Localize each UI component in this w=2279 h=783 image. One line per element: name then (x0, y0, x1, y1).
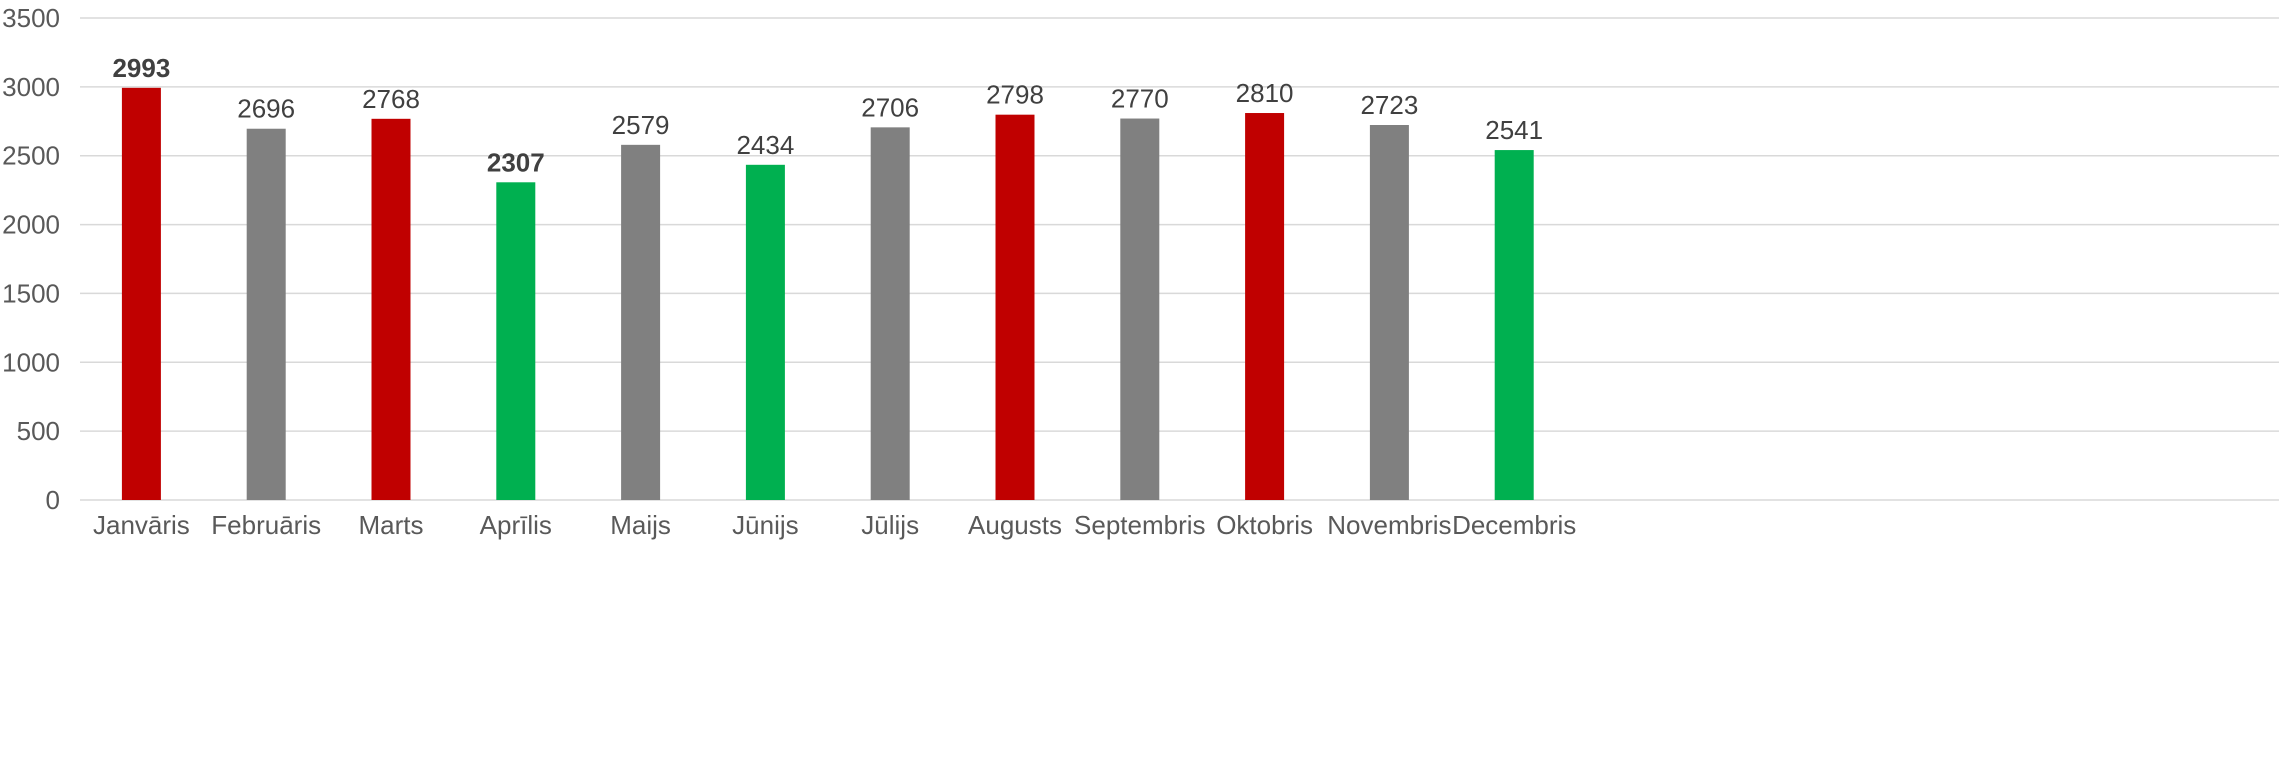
category-label-6: Jūnijs (732, 510, 798, 540)
data-label-8: 2798 (986, 80, 1044, 110)
bar-6 (745, 164, 785, 501)
bar-12 (1494, 150, 1534, 500)
data-labels: 2993 2696 2768 2307 2579 2434 2706 2798 2770 2810… (112, 53, 1543, 177)
y-tick-label-1000: 1000 (2, 347, 60, 377)
category-label-2: Februāris (211, 510, 321, 540)
y-tick-label-2000: 2000 (2, 210, 60, 240)
category-label-5: Maijs (610, 510, 671, 540)
data-label-10: 2810 (1236, 78, 1294, 108)
y-tick-label-3500: 3500 (2, 3, 60, 33)
gridlines (80, 17, 2279, 501)
y-tick-label-0: 0 (46, 485, 60, 515)
category-label-11: Novembris (1327, 510, 1451, 540)
category-label-8: Augusts (968, 510, 1062, 540)
data-label-1: 2993 (112, 53, 170, 83)
category-label-7: Jūlijs (861, 510, 919, 540)
data-label-9: 2770 (1111, 84, 1169, 114)
data-label-11: 2723 (1360, 90, 1418, 120)
bar-5 (621, 144, 661, 501)
data-label-4: 2307 (487, 147, 545, 177)
data-label-12: 2541 (1485, 115, 1543, 145)
x-axis-category-labels: Janvāris Februāris Marts Aprīlis Maijs Jūnijs… (93, 510, 1576, 540)
data-label-6: 2434 (736, 130, 794, 160)
bar-4 (496, 182, 536, 500)
data-label-2: 2696 (237, 94, 295, 124)
y-tick-label-2500: 2500 (2, 141, 60, 171)
y-axis-tick-labels: 0 500 1000 1500 2000 2500 3000 3500 (2, 3, 60, 515)
bar-9 (1120, 118, 1160, 500)
bar-10 (1245, 113, 1285, 500)
category-label-10: Oktobris (1216, 510, 1313, 540)
y-tick-label-3000: 3000 (2, 72, 60, 102)
category-label-3: Marts (359, 510, 424, 540)
data-label-3: 2768 (362, 84, 420, 114)
category-label-1: Janvāris (93, 510, 190, 540)
data-label-7: 2706 (861, 92, 919, 122)
data-label-5: 2579 (612, 110, 670, 140)
bar-2 (246, 128, 286, 500)
bar-7 (870, 127, 910, 500)
bar-3 (371, 118, 411, 500)
bar-11 (1369, 125, 1409, 500)
y-tick-label-1500: 1500 (2, 278, 60, 308)
category-label-4: Aprīlis (480, 510, 552, 540)
bars (121, 87, 1534, 501)
bar-8 (995, 114, 1035, 501)
category-label-12: Decembris (1452, 510, 1576, 540)
y-tick-label-500: 500 (17, 416, 60, 446)
bar-1 (121, 87, 161, 501)
category-label-9: Septembris (1074, 510, 1206, 540)
